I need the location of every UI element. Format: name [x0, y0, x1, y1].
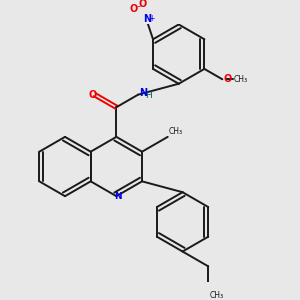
Text: O: O	[130, 4, 138, 14]
Text: CH₃: CH₃	[234, 75, 248, 84]
Text: N: N	[143, 14, 151, 24]
Text: CH₃: CH₃	[169, 127, 183, 136]
Text: N: N	[139, 88, 147, 98]
Text: O: O	[139, 0, 147, 8]
Text: -: -	[136, 1, 140, 11]
Text: +: +	[148, 14, 154, 23]
Text: N: N	[114, 192, 122, 201]
Text: O: O	[224, 74, 232, 84]
Text: CH₃: CH₃	[210, 291, 224, 300]
Text: H: H	[146, 91, 152, 100]
Text: O: O	[88, 90, 96, 100]
